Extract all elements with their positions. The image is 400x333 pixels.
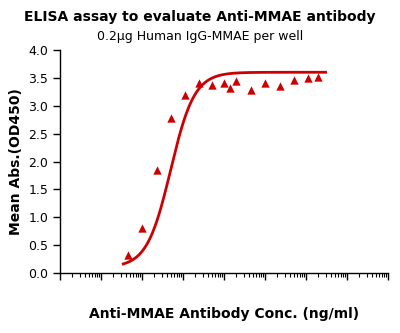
X-axis label: Anti-MMAE Antibody Conc. (ng/ml): Anti-MMAE Antibody Conc. (ng/ml) (89, 307, 359, 321)
Point (182, 92, 188, 97)
Point (139, 226, 145, 231)
Point (262, 81, 268, 86)
Point (168, 115, 174, 121)
Y-axis label: Mean Abs.(OD450): Mean Abs.(OD450) (9, 88, 23, 235)
Point (315, 75, 322, 80)
Point (305, 75, 312, 81)
Point (276, 84, 283, 89)
Point (248, 88, 254, 93)
Point (208, 82, 215, 87)
Point (125, 252, 131, 258)
Point (290, 77, 297, 82)
Point (154, 168, 160, 173)
Text: 0.2μg Human IgG-MMAE per well: 0.2μg Human IgG-MMAE per well (97, 30, 303, 43)
Point (196, 81, 202, 86)
Point (233, 78, 240, 83)
Point (221, 81, 227, 86)
Text: ELISA assay to evaluate Anti-MMAE antibody: ELISA assay to evaluate Anti-MMAE antibo… (24, 10, 376, 24)
Point (226, 85, 233, 91)
